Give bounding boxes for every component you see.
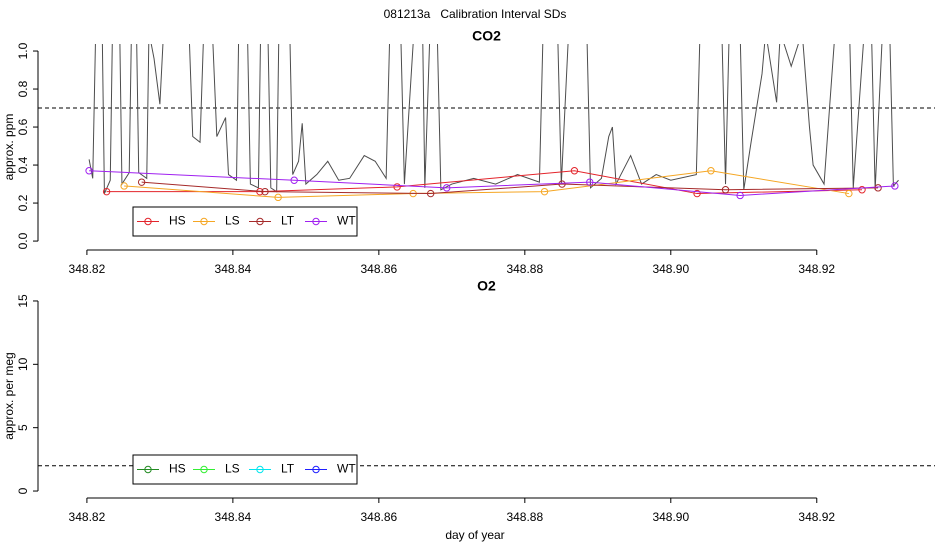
series-line <box>141 181 879 195</box>
series-point <box>426 189 435 198</box>
series-point <box>290 176 298 184</box>
y-tick-label: 0.6 <box>16 118 30 135</box>
y-tick-label: 0 <box>16 487 30 494</box>
series-point <box>274 193 282 202</box>
legend-marker <box>256 217 264 226</box>
x-tick-label: 348.86 <box>360 262 397 276</box>
x-tick-label: 348.86 <box>360 510 397 524</box>
y-axis-label: approx. ppm <box>2 114 16 181</box>
legend-label: LS <box>225 214 240 228</box>
series-point <box>858 186 866 194</box>
x-tick-label: 348.90 <box>652 510 689 524</box>
legend-label: LT <box>281 462 295 476</box>
x-tick-label: 348.90 <box>652 262 689 276</box>
legend-marker <box>312 465 320 474</box>
series-point <box>393 183 401 191</box>
y-tick-label: 10 <box>16 357 30 371</box>
series-point <box>693 189 701 198</box>
legend-marker <box>200 465 208 474</box>
legend-marker <box>144 465 152 474</box>
plot-area <box>38 44 935 202</box>
series-point <box>102 187 111 196</box>
y-axis-label: approx. per meg <box>2 352 16 439</box>
legend-label: LT <box>281 214 295 228</box>
x-tick-label: 348.82 <box>69 262 106 276</box>
series-point <box>586 178 594 186</box>
series-point <box>707 167 715 175</box>
y-tick-label: 1.0 <box>16 42 30 59</box>
x-tick-label: 348.82 <box>69 510 106 524</box>
panel-title: CO2 <box>472 28 501 44</box>
legend-marker <box>144 217 152 226</box>
series-point <box>261 187 269 196</box>
x-tick-label: 348.84 <box>215 262 252 276</box>
y-tick-label: 0.4 <box>16 156 30 173</box>
x-tick-label: 348.84 <box>215 510 252 524</box>
x-tick-label: 348.92 <box>798 510 835 524</box>
y-tick-label: 0.8 <box>16 80 30 97</box>
series-line <box>124 170 849 198</box>
panel-title: O2 <box>477 278 496 294</box>
series-point <box>721 186 730 194</box>
figure-title: 081213a Calibration Interval SDs <box>384 7 567 21</box>
legend-label: HS <box>169 462 186 476</box>
x-axis-label: day of year <box>445 528 504 542</box>
series-point <box>137 178 146 186</box>
series-point <box>570 167 579 175</box>
y-tick-label: 15 <box>16 294 30 308</box>
series-point <box>540 187 549 196</box>
x-tick-label: 348.92 <box>798 262 835 276</box>
x-tick-label: 348.88 <box>506 510 543 524</box>
legend-marker <box>256 465 264 474</box>
series-point <box>891 182 899 190</box>
series-point <box>736 191 744 200</box>
legend-label: HS <box>169 214 186 228</box>
x-tick-label: 348.88 <box>506 262 543 276</box>
y-tick-label: 5 <box>16 424 30 431</box>
legend-label: WT <box>337 214 356 228</box>
y-tick-label: 0.0 <box>16 232 30 249</box>
series-point <box>845 189 853 198</box>
series-point <box>120 182 128 190</box>
y-tick-label: 0.2 <box>16 194 30 211</box>
legend-label: WT <box>337 462 356 476</box>
legend-marker <box>200 217 208 226</box>
series-point <box>874 184 882 192</box>
legend-label: LS <box>225 462 240 476</box>
series-line <box>89 170 895 196</box>
series-point <box>85 167 93 175</box>
series-point <box>558 180 566 188</box>
legend-marker <box>312 217 320 226</box>
raw-trace <box>88 44 899 194</box>
series-point <box>443 184 451 192</box>
